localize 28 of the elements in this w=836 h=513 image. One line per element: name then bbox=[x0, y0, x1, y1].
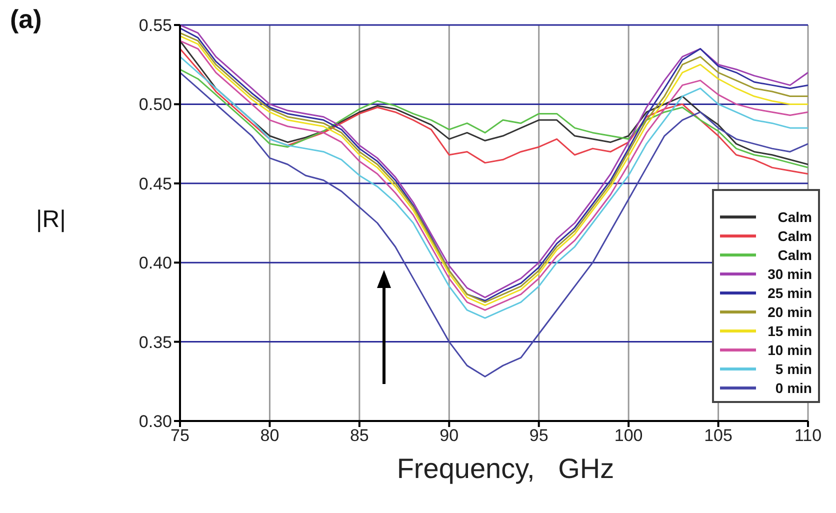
x-tick-label: 105 bbox=[704, 426, 732, 446]
chart-title: (a) bbox=[10, 4, 42, 35]
y-tick-label: 0.40 bbox=[138, 254, 172, 273]
legend-label: 10 min bbox=[766, 342, 812, 358]
x-tick-label: 90 bbox=[440, 426, 459, 446]
x-axis-title: Frequency, GHz bbox=[396, 453, 616, 485]
x-tick-label: 85 bbox=[350, 426, 369, 446]
legend-label: 0 min bbox=[774, 380, 812, 396]
y-tick-label: 0.50 bbox=[138, 95, 172, 114]
line-series bbox=[180, 68, 808, 168]
y-tick-label: 0.30 bbox=[138, 412, 172, 432]
legend-label: 15 min bbox=[766, 322, 812, 338]
y-tick-label: 0.35 bbox=[138, 332, 172, 352]
legend-label: 20 min bbox=[766, 304, 812, 320]
y-axis-title: |R| bbox=[36, 206, 66, 234]
y-tick-label: 0.55 bbox=[138, 16, 172, 36]
x-tick-label: 80 bbox=[260, 426, 280, 446]
x-tick-label: 75 bbox=[170, 426, 190, 446]
x-tick-label: 110 bbox=[794, 426, 822, 446]
legend-label: 5 min bbox=[774, 360, 812, 376]
x-tick-label: 100 bbox=[614, 426, 643, 446]
legend-label: 25 min bbox=[766, 284, 812, 300]
legend-label: Calm bbox=[776, 228, 812, 244]
legend-label: Calm bbox=[776, 208, 812, 224]
legend-label: Calm bbox=[776, 246, 812, 262]
legend-label: 30 min bbox=[766, 266, 812, 282]
y-tick-label: 0.45 bbox=[138, 174, 172, 194]
x-tick-label: 95 bbox=[529, 426, 548, 446]
